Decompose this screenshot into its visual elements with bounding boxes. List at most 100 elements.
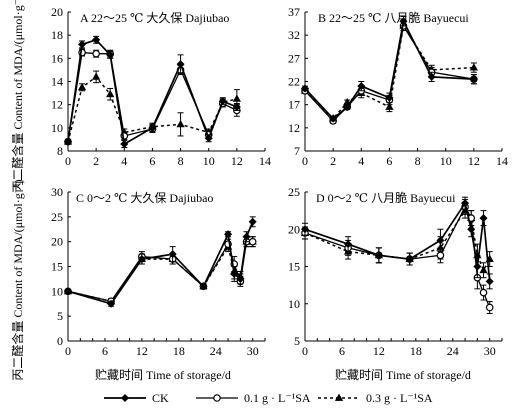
x-tick-label: 12 bbox=[231, 154, 243, 168]
y-tick-label: 5 bbox=[57, 309, 63, 323]
series-line bbox=[304, 201, 491, 282]
x-tick-label: 6 bbox=[386, 154, 392, 168]
data-point bbox=[385, 93, 394, 102]
data-point bbox=[204, 134, 213, 143]
data-point bbox=[469, 75, 478, 84]
data-point bbox=[300, 225, 310, 234]
legend-label: 0.1 g · L⁻¹SA bbox=[244, 391, 311, 405]
series-line bbox=[67, 38, 238, 146]
panel-label: C 0～2 ℃ 大久保 Dajiubao bbox=[76, 191, 213, 205]
data-point bbox=[248, 237, 257, 246]
y-tick-label: 37 bbox=[288, 5, 300, 19]
series-ck bbox=[63, 35, 241, 149]
series-line bbox=[67, 241, 253, 303]
x-tick-label: 24 bbox=[447, 344, 459, 358]
y-tick-label: 12 bbox=[288, 121, 300, 135]
data-point bbox=[63, 137, 73, 146]
legend-marker bbox=[334, 393, 344, 401]
series-line bbox=[67, 221, 254, 305]
legend-item-sa-0-1: 0.1 g · L⁻¹SA bbox=[196, 391, 311, 405]
series-ck bbox=[63, 216, 257, 308]
y-tick-label: 16 bbox=[51, 51, 63, 65]
data-point bbox=[461, 199, 470, 208]
data-point bbox=[300, 84, 310, 93]
data-point bbox=[218, 97, 227, 106]
panel-label: B 22～25 ℃ 八月脆 Bayuecui bbox=[318, 10, 469, 25]
series-sa-0-1 bbox=[64, 236, 257, 306]
data-point bbox=[344, 240, 353, 249]
y-tick-label: 25 bbox=[51, 210, 63, 224]
x-tick-label: 4 bbox=[121, 154, 127, 168]
series-sa-0-3 bbox=[63, 70, 241, 145]
y-axis-label-bottom: 丙二醛含量 Content of MDA/(μmol·g⁻¹) bbox=[10, 179, 25, 380]
x-tick-label: 30 bbox=[247, 344, 259, 358]
y-tick-label: 20 bbox=[51, 235, 63, 249]
data-point bbox=[236, 274, 245, 283]
series-sa-0-1 bbox=[301, 198, 494, 314]
y-tick-label: 14 bbox=[51, 75, 63, 89]
panel-label: D 0～2 ℃ 八月脆 Bayuecui bbox=[316, 190, 456, 205]
y-tick-label: 10 bbox=[51, 284, 63, 298]
series-line bbox=[304, 205, 491, 308]
x-tick-label: 0 bbox=[65, 154, 71, 168]
x-tick-label: 30 bbox=[484, 344, 496, 358]
y-tick-label: 17 bbox=[288, 98, 300, 112]
y-tick-label: 27 bbox=[288, 51, 300, 65]
data-point bbox=[107, 299, 116, 308]
x-tick-label: 8 bbox=[178, 154, 184, 168]
data-point bbox=[385, 102, 394, 110]
data-point bbox=[469, 63, 478, 71]
y-tick-label: 15 bbox=[51, 260, 63, 274]
x-tick-label: 6 bbox=[339, 344, 345, 358]
x-tick-label: 4 bbox=[358, 154, 364, 168]
y-tick-label: 12 bbox=[51, 98, 63, 112]
data-point bbox=[230, 269, 239, 278]
series-line bbox=[67, 75, 238, 142]
x-tick-label: 2 bbox=[330, 154, 336, 168]
data-point bbox=[467, 225, 476, 234]
x-tick-label: 8 bbox=[415, 154, 421, 168]
series-line bbox=[304, 209, 491, 272]
x-tick-label: 0 bbox=[302, 344, 308, 358]
x-tick-label: 0 bbox=[65, 344, 71, 358]
y-axis-label-top: 丙二醛含量 Content of MDA/(μmol·g⁻¹) bbox=[10, 0, 25, 193]
x-tick-label: 12 bbox=[373, 344, 385, 358]
data-point bbox=[399, 17, 408, 26]
data-point bbox=[92, 35, 101, 44]
data-point bbox=[120, 140, 129, 149]
data-point bbox=[242, 232, 251, 241]
data-point bbox=[427, 72, 436, 81]
chart-panel-b: 7 12 17 22 27 32 37 0 2 4 6 8 10 12 14 B 22～25 ℃ 八月脆 Ba… bbox=[288, 5, 508, 168]
data-point bbox=[92, 49, 100, 58]
x-tick-label: 14 bbox=[496, 154, 508, 168]
chart-panel-a: 8 10 12 14 16 18 20 0 2 4 6 8 10 12 14 A 22～25 ℃ 大久保 Da… bbox=[51, 5, 271, 168]
legend-label: 0.3 g · L⁻¹SA bbox=[366, 391, 433, 405]
y-tick-label: 30 bbox=[51, 185, 63, 199]
data-point bbox=[224, 230, 233, 239]
y-tick-label: 22 bbox=[288, 75, 300, 89]
data-point bbox=[176, 60, 185, 69]
x-tick-label: 18 bbox=[410, 344, 422, 358]
x-tick-label: 24 bbox=[210, 344, 222, 358]
data-point bbox=[436, 251, 445, 260]
data-point bbox=[405, 255, 414, 264]
data-point bbox=[199, 282, 208, 291]
legend-marker bbox=[213, 394, 221, 402]
data-point bbox=[106, 50, 115, 59]
y-tick-label: 10 bbox=[288, 297, 300, 311]
data-point bbox=[137, 255, 146, 264]
legend: CK 0.1 g · L⁻¹SA 0.3 g · L⁻¹SA bbox=[104, 391, 433, 405]
legend-item-ck: CK bbox=[104, 391, 169, 405]
data-point bbox=[485, 277, 494, 286]
series-ck bbox=[300, 16, 478, 123]
data-point bbox=[63, 287, 73, 296]
x-tick-label: 12 bbox=[468, 154, 480, 168]
data-point bbox=[473, 262, 482, 271]
x-tick-label: 18 bbox=[173, 344, 185, 358]
x-tick-label: 10 bbox=[440, 154, 452, 168]
data-point bbox=[168, 250, 177, 259]
data-point bbox=[148, 123, 157, 132]
data-point bbox=[78, 40, 87, 49]
data-point bbox=[232, 94, 241, 102]
